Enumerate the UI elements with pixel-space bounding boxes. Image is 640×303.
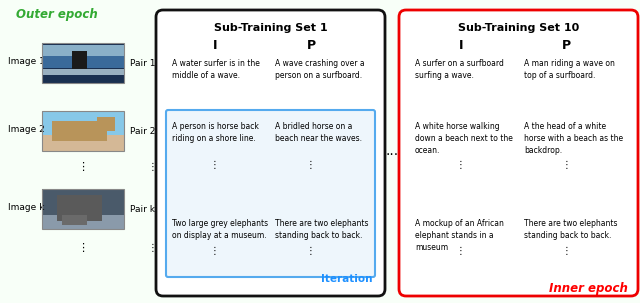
Text: I: I — [212, 39, 217, 52]
Text: Sub-Training Set 1: Sub-Training Set 1 — [214, 23, 327, 33]
Text: A person is horse back
riding on a shore line.: A person is horse back riding on a shore… — [172, 122, 259, 143]
Text: ⋮: ⋮ — [147, 243, 157, 253]
FancyBboxPatch shape — [156, 10, 385, 296]
Text: Image k: Image k — [8, 202, 44, 211]
Text: A water surfer is in the
middle of a wave.: A water surfer is in the middle of a wav… — [172, 59, 260, 80]
Text: Iteration: Iteration — [321, 274, 372, 284]
Text: A wave crashing over a
person on a surfboard.: A wave crashing over a person on a surfb… — [275, 59, 365, 80]
Text: ⋮: ⋮ — [210, 246, 220, 256]
Bar — [42, 45, 124, 56]
Bar — [42, 43, 124, 83]
Bar — [42, 56, 124, 68]
Bar — [42, 111, 124, 151]
Bar — [52, 121, 107, 141]
Text: Sub-Training Set 10: Sub-Training Set 10 — [458, 23, 579, 33]
Text: A mockup of an African
elephant stands in a
museum: A mockup of an African elephant stands i… — [415, 219, 504, 251]
Text: Outer epoch: Outer epoch — [16, 8, 98, 21]
Text: ⋮: ⋮ — [306, 246, 316, 256]
Bar — [42, 215, 124, 229]
Text: A bridled horse on a
beach near the waves.: A bridled horse on a beach near the wave… — [275, 122, 362, 143]
Text: A surfer on a surfboard
surfing a wave.: A surfer on a surfboard surfing a wave. — [415, 59, 504, 80]
Bar — [42, 189, 124, 229]
Text: Pair k: Pair k — [130, 205, 155, 214]
Text: There are two elephants
standing back to back.: There are two elephants standing back to… — [524, 219, 618, 240]
Text: A man riding a wave on
top of a surfboard.: A man riding a wave on top of a surfboar… — [524, 59, 615, 80]
Bar — [42, 111, 124, 151]
Text: ⋮: ⋮ — [561, 160, 571, 170]
Text: ⋮: ⋮ — [561, 246, 571, 256]
Text: ...: ... — [385, 144, 399, 158]
FancyBboxPatch shape — [399, 10, 638, 296]
Bar — [42, 135, 124, 151]
Text: ⋮: ⋮ — [456, 160, 466, 170]
Bar — [72, 51, 87, 69]
Text: I: I — [459, 39, 463, 52]
Text: Image 2: Image 2 — [8, 125, 45, 134]
Text: P: P — [307, 39, 316, 52]
Text: Pair 2: Pair 2 — [130, 126, 155, 135]
Text: ⋮: ⋮ — [77, 243, 88, 253]
Text: A white horse walking
down a beach next to the
ocean.: A white horse walking down a beach next … — [415, 122, 513, 155]
Bar — [42, 189, 124, 229]
Text: ⋮: ⋮ — [456, 246, 466, 256]
Text: Image 1: Image 1 — [8, 56, 45, 65]
Text: ⋮: ⋮ — [147, 162, 157, 172]
Text: ⋮: ⋮ — [306, 160, 316, 170]
Text: ⋮: ⋮ — [210, 160, 220, 170]
FancyBboxPatch shape — [166, 110, 375, 277]
Text: P: P — [561, 39, 571, 52]
Bar — [57, 195, 102, 221]
Text: Pair 1: Pair 1 — [129, 58, 155, 68]
Bar — [42, 69, 124, 75]
Text: Two large grey elephants
on display at a museum.: Two large grey elephants on display at a… — [172, 219, 268, 240]
Text: There are two elephants
standing back to back.: There are two elephants standing back to… — [275, 219, 369, 240]
Bar — [62, 215, 87, 225]
Text: A the head of a white
horse with a beach as the
backdrop.: A the head of a white horse with a beach… — [524, 122, 623, 155]
Text: Inner epoch: Inner epoch — [549, 282, 628, 295]
Bar — [97, 117, 115, 131]
Text: ⋮: ⋮ — [77, 162, 88, 172]
Bar — [42, 43, 124, 83]
